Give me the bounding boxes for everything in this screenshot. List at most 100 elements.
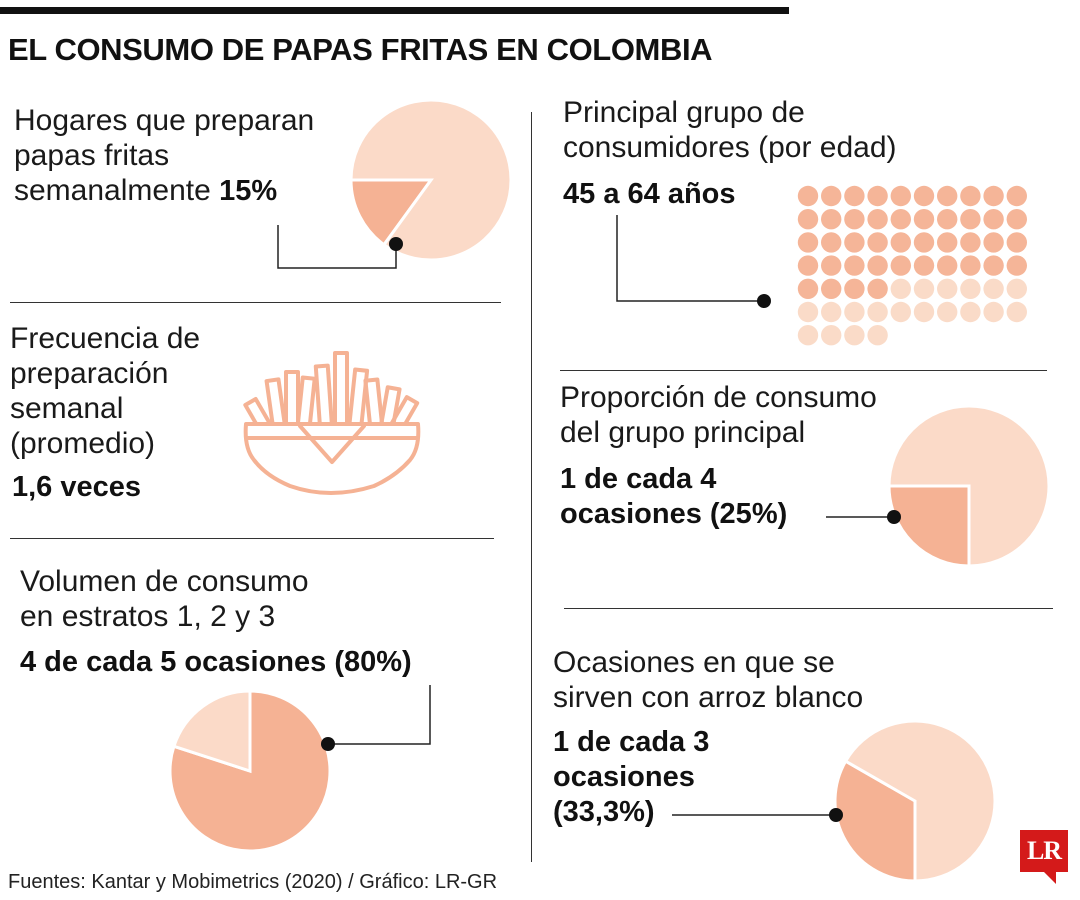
leader-line-grupo [616, 215, 764, 302]
dot-56 [937, 301, 958, 323]
dot-38 [983, 255, 1004, 276]
dot-40 [797, 278, 819, 299]
volumen-label-line2: en estratos 1, 2 y 3 [20, 600, 276, 633]
frecuencia-label-line3: semanal [10, 392, 124, 425]
dot-53 [867, 301, 888, 323]
dot-31 [821, 255, 842, 276]
page-title: EL CONSUMO DE PAPAS FRITAS EN COLOMBIA [8, 32, 713, 67]
frecuencia-label-line2: preparación [10, 357, 169, 390]
dot-16 [937, 209, 958, 230]
pie-hogares-slice-1 [349, 98, 513, 262]
dot-30 [797, 255, 819, 276]
volumen-value: 4 de cada 5 ocasiones (80%) [20, 646, 412, 678]
source-note: Fuentes: Kantar y Mobimetrics (2020) / G… [8, 871, 498, 893]
dot-9 [1006, 185, 1027, 207]
hogares-value: 15% [219, 175, 278, 207]
dot-12 [844, 209, 865, 230]
dot-7 [960, 185, 981, 207]
dot-5 [913, 185, 935, 207]
dot-43 [867, 278, 888, 299]
dot-39 [1006, 255, 1027, 276]
dot-61 [821, 325, 842, 346]
grupo-value: 45 a 64 años [563, 178, 736, 210]
frecuencia-label: Frecuencia de preparación semanal (prome… [10, 321, 200, 461]
proporcion-label-line1: Proporción de consumo [560, 381, 877, 414]
dot-62 [844, 325, 865, 346]
dot-0 [797, 185, 819, 207]
dot-4 [890, 185, 911, 207]
frecuencia-label-line4: (promedio) [10, 427, 156, 460]
volumen-label-line1: Volumen de consumo [20, 565, 309, 598]
dot-45 [913, 278, 935, 299]
divider-left-1 [10, 302, 501, 303]
lr-logo: LR [1020, 830, 1068, 872]
leader-dot-hogares [389, 237, 403, 251]
dot-1 [821, 185, 842, 207]
dot-54 [890, 301, 911, 323]
proporcion-label: Proporción de consumo del grupo principa… [560, 380, 877, 450]
dot-27 [960, 232, 981, 253]
dot-32 [844, 255, 865, 276]
arroz-value-line2: ocasiones [553, 761, 695, 793]
frecuencia-label-line1: Frecuencia de [10, 322, 201, 355]
pie-proporcion-slice-0 [887, 484, 971, 568]
dot-37 [960, 255, 981, 276]
dot-63 [867, 325, 888, 346]
leader-dot-proporcion [887, 510, 901, 524]
divider-left-2 [10, 538, 494, 539]
proporcion-value: 1 de cada 4 ocasiones (25%) [560, 462, 787, 532]
dot-51 [821, 301, 842, 323]
pie-chart-volumen [168, 689, 332, 853]
dot-6 [937, 185, 958, 207]
dot-36 [937, 255, 958, 276]
dot-15 [913, 209, 935, 230]
dot-48 [983, 278, 1004, 299]
dot-42 [844, 278, 865, 299]
dot-8 [983, 185, 1004, 207]
dot-17 [960, 209, 981, 230]
lr-logo-tip [1044, 872, 1056, 884]
dot-60 [797, 325, 819, 346]
proporcion-value-line2: ocasiones (25%) [560, 498, 788, 530]
dot-22 [844, 232, 865, 253]
dot-47 [960, 278, 981, 299]
dot-25 [913, 232, 935, 253]
divider-right-2 [564, 608, 1053, 609]
pie-chart-arroz [833, 719, 997, 883]
arroz-label-line1: Ocasiones en que se [553, 646, 835, 679]
grupo-label: Principal grupo de consumidores (por eda… [563, 95, 897, 165]
french-fries-icon [243, 351, 421, 495]
dot-grid-chart [797, 185, 1027, 346]
pie-arroz-slice-1 [843, 719, 997, 883]
dot-41 [821, 278, 842, 299]
leader-dot-arroz [829, 808, 843, 822]
volumen-label: Volumen de consumo en estratos 1, 2 y 3 [20, 564, 309, 634]
frecuencia-value: 1,6 veces [12, 471, 142, 503]
dot-24 [890, 232, 911, 253]
column-divider [531, 112, 532, 862]
dot-11 [821, 209, 842, 230]
dot-29 [1006, 232, 1027, 253]
pie-volumen-slice-1 [172, 689, 252, 774]
hogares-label: Hogares que preparan papas fritas semana… [14, 103, 314, 209]
dot-19 [1006, 209, 1027, 230]
dot-44 [890, 278, 911, 299]
dot-14 [890, 209, 911, 230]
pie-proporcion-slice-1 [887, 404, 1051, 568]
dot-58 [983, 301, 1004, 323]
grupo-label-line2: consumidores (por edad) [563, 131, 897, 164]
leader-dot-volumen [321, 737, 335, 751]
leader-line-hogares [277, 225, 397, 269]
hogares-label-line2: papas fritas [14, 139, 170, 172]
dot-49 [1006, 278, 1027, 299]
dot-2 [844, 185, 865, 207]
hogares-label-line3: semanalmente [14, 174, 211, 207]
arroz-value-line1: 1 de cada 3 [553, 726, 710, 758]
grupo-label-line1: Principal grupo de [563, 96, 805, 129]
hogares-label-line1: Hogares que preparan [14, 104, 315, 137]
pie-chart-proporcion [887, 404, 1051, 568]
dot-18 [983, 209, 1004, 230]
dot-34 [890, 255, 911, 276]
dot-52 [844, 301, 865, 323]
